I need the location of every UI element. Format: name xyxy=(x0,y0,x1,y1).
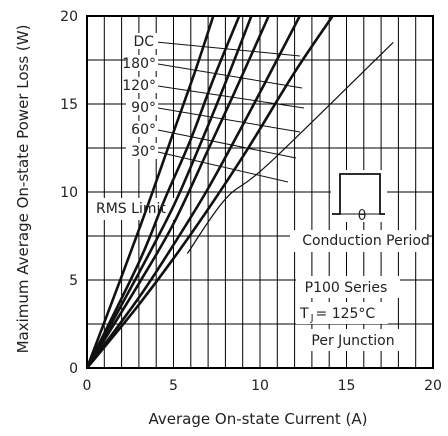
conduction-period-label: Conduction Period xyxy=(302,233,430,249)
theta-symbol: θ xyxy=(358,208,367,224)
series-label-30deg: 30° xyxy=(131,144,156,160)
x-tick-label: 5 xyxy=(169,378,178,394)
series-label-90deg: 90° xyxy=(131,100,156,116)
leader-line-180deg xyxy=(157,63,303,89)
series-labels: DC 180° 120° 90° 60° 30° xyxy=(122,33,158,160)
rms-limit-line xyxy=(186,41,394,254)
x-tick-label: 0 xyxy=(83,378,92,394)
label-background xyxy=(126,121,158,137)
series-name-label: P100 Series xyxy=(305,280,388,296)
series-label-dc: DC xyxy=(133,34,154,50)
label-background xyxy=(296,302,388,324)
leader-line-dc xyxy=(155,41,301,57)
curve-60deg xyxy=(85,15,241,369)
plot-border xyxy=(86,15,434,369)
pulse-waveform xyxy=(332,173,385,215)
curve-group xyxy=(85,15,394,369)
leader-line-60deg xyxy=(157,129,297,159)
y-tick-label: 5 xyxy=(69,273,78,289)
label-background xyxy=(296,276,400,298)
conduction-period-diagram: θ xyxy=(332,173,385,224)
y-axis-title: Maximum Average On-state Power Loss (W) xyxy=(14,25,32,354)
series-label-60deg: 60° xyxy=(131,122,156,138)
x-tick-label: 10 xyxy=(251,378,269,394)
x-tick-label: 15 xyxy=(338,378,356,394)
label-background xyxy=(126,33,158,49)
curve-30deg xyxy=(85,15,215,369)
per-junction-label: Per Junction xyxy=(311,333,394,349)
y-tick-label: 10 xyxy=(60,185,78,201)
x-tick-label: 20 xyxy=(424,378,442,394)
y-tick-label: 20 xyxy=(60,9,78,25)
label-background xyxy=(126,143,158,159)
curve-90deg xyxy=(85,15,253,369)
series-label-180deg: 180° xyxy=(122,56,156,72)
label-background xyxy=(296,329,408,351)
y-tick-label: 0 xyxy=(69,361,78,377)
curve-dc xyxy=(85,15,334,369)
x-axis-title: Average On-state Current (A) xyxy=(149,410,368,428)
label-background xyxy=(126,55,158,71)
rms-limit-label: RMS Limit xyxy=(96,201,166,217)
tick-labels: 0 5 10 15 20 0 5 10 15 20 xyxy=(60,9,442,394)
label-background xyxy=(290,230,428,252)
curve-120deg xyxy=(85,15,270,369)
label-background xyxy=(126,99,158,115)
curve-180deg xyxy=(85,15,301,369)
y-tick-label: 15 xyxy=(60,97,78,113)
leader-line-30deg xyxy=(157,151,289,183)
label-background xyxy=(126,77,158,93)
leader-line-90deg xyxy=(157,107,301,133)
leader-line-120deg xyxy=(157,85,305,109)
junction-temperature-label: T J = 125°C xyxy=(299,306,375,324)
series-label-120deg: 120° xyxy=(122,78,156,94)
leader-lines xyxy=(155,41,305,183)
